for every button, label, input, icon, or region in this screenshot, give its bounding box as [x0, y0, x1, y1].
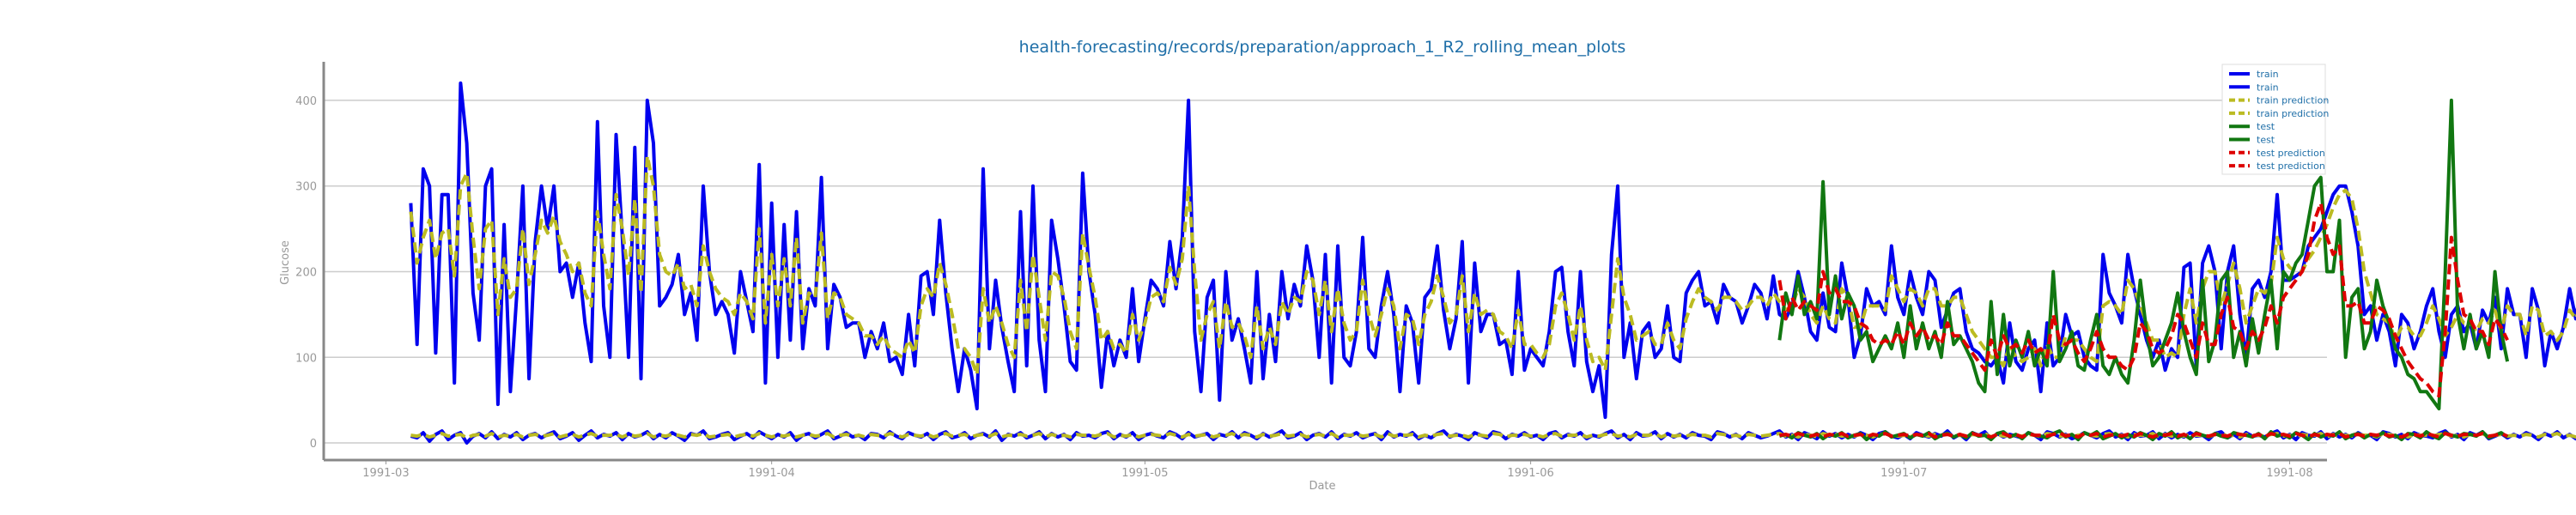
series-layer — [409, 81, 2576, 445]
series-line-train-prediction — [410, 432, 2576, 440]
legend-label: test prediction — [2257, 161, 2325, 172]
legend-box — [2221, 64, 2326, 175]
x-tick-label: 1991-04 — [749, 467, 795, 480]
y-tick-label: 300 — [295, 181, 317, 194]
legend-label: train — [2257, 69, 2279, 80]
y-tick-label: 400 — [295, 95, 317, 108]
y-axis-title: Glucose — [279, 240, 292, 285]
x-tick-label: 1991-05 — [1121, 467, 1168, 480]
y-tick-label: 200 — [295, 266, 317, 279]
legend-label: test prediction — [2257, 148, 2325, 159]
series-line-test-prediction — [1779, 431, 2508, 439]
series-line-test — [1777, 98, 2510, 411]
x-tick-label: 1991-06 — [1507, 467, 1553, 480]
y-tick-label: 0 — [310, 438, 317, 451]
x-tick-label: 1991-03 — [362, 467, 409, 480]
series-line-train-prediction — [409, 154, 2576, 377]
series-line-test-prediction — [1777, 201, 2509, 398]
x-tick-label: 1991-07 — [1880, 467, 1927, 480]
x-axis-title: Date — [1309, 480, 1335, 493]
legend-label: train prediction — [2257, 108, 2329, 119]
legend: train train train prediction train predicti… — [2221, 64, 2329, 175]
axes-layer: 0 100 200 300 400 1991-03 1991-04 1991-05 1991-0… — [295, 62, 2327, 480]
legend-label: test — [2257, 121, 2275, 132]
legend-label: train prediction — [2257, 95, 2329, 106]
legend-label: test — [2257, 135, 2275, 146]
chart-title: health-forecasting/records/preparation/a… — [1019, 38, 1626, 57]
y-tick-label: 100 — [295, 352, 317, 365]
legend-label: train — [2257, 82, 2279, 93]
x-tick-label: 1991-08 — [2266, 467, 2312, 480]
